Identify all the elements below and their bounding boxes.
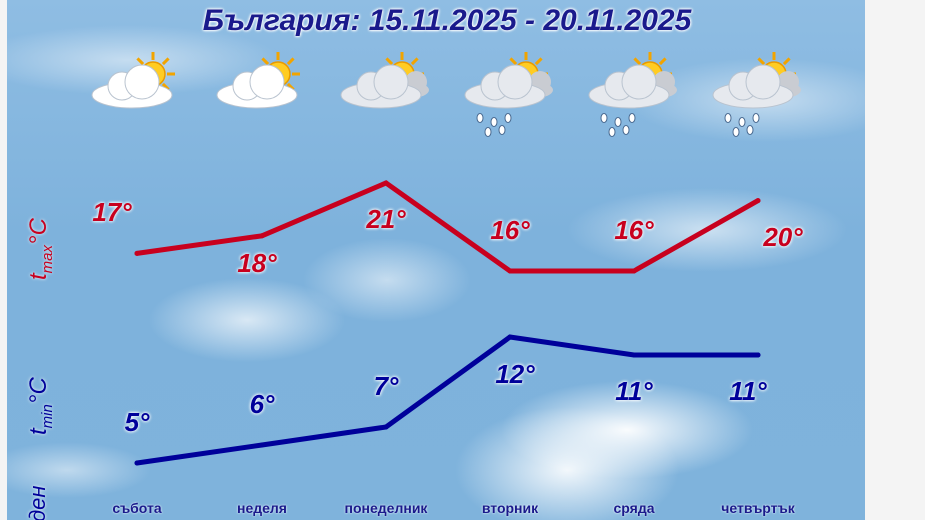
- day-label: сряда: [613, 500, 655, 516]
- temperature-lines: [134, 180, 761, 466]
- tmin-value-label: 6°: [249, 389, 275, 419]
- tmin-point: [259, 442, 265, 448]
- cloudy-sun-icon: [336, 50, 436, 140]
- tmin-value-label: 11°: [729, 376, 767, 406]
- partly-cloudy-icon: [212, 50, 312, 140]
- tmin-line: [134, 334, 761, 466]
- tmax-value-label: 17°: [92, 197, 132, 228]
- forecast-panel: България: 15.11.2025 - 20.11.2025 tmax°C…: [7, 0, 865, 520]
- sun-cloud-rain-icon: [708, 50, 808, 140]
- tmin-value-label: 12°: [495, 359, 535, 389]
- tmin-point: [134, 460, 140, 466]
- tmin-point: [383, 424, 389, 430]
- tmax-point: [507, 268, 513, 274]
- tmin-point: [631, 352, 637, 358]
- tmax-point: [755, 198, 761, 204]
- tmin-value-label: 7°: [373, 371, 399, 401]
- day-label: неделя: [237, 500, 287, 516]
- tmax-point: [383, 180, 389, 186]
- tmax-value-label: 18°: [237, 247, 277, 278]
- chart-title: България: 15.11.2025 - 20.11.2025: [202, 4, 692, 37]
- day-label: четвъртък: [721, 500, 795, 516]
- tmin-point: [507, 334, 513, 340]
- tmax-value-label: 16°: [490, 215, 530, 245]
- tmax-value-label: 16°: [614, 215, 654, 245]
- sun-cloud-rain-icon: [460, 50, 560, 140]
- sun-cloud-rain-icon: [584, 50, 684, 140]
- tmax-point: [259, 233, 265, 239]
- tmin-point: [755, 352, 761, 358]
- tmin-value-label: 5°: [124, 407, 150, 437]
- tmax-value-label: 21°: [366, 204, 406, 234]
- tmax-point: [134, 250, 140, 256]
- partly-cloudy-icon: [87, 50, 187, 140]
- day-label: понеделник: [344, 500, 428, 516]
- tmax-point: [631, 268, 637, 274]
- tmax-value-label: 20°: [763, 221, 803, 252]
- day-label: вторник: [481, 500, 539, 516]
- tmax-line: [134, 180, 761, 274]
- day-label: събота: [112, 500, 162, 516]
- tmin-value-label: 11°: [615, 376, 653, 406]
